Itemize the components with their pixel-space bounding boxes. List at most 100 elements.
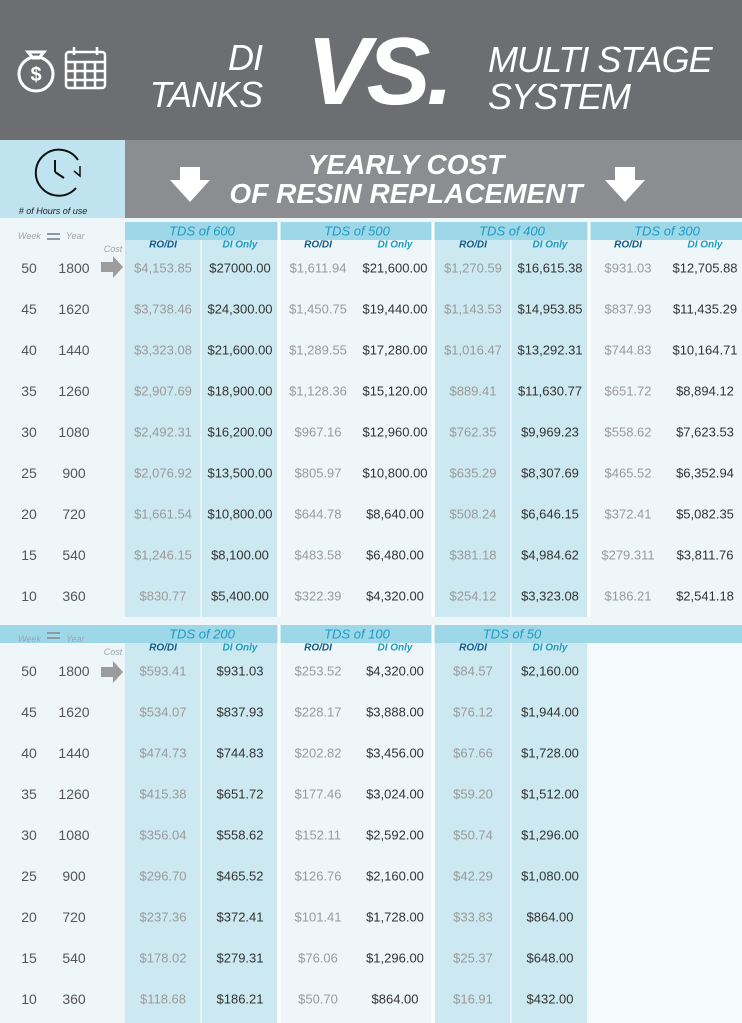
week: 10 xyxy=(21,588,37,604)
cost-cell: $16,200.00 xyxy=(207,424,273,440)
cost-cell: $50.70 xyxy=(298,991,338,1007)
cost-cell: $126.76 xyxy=(294,868,342,884)
cost-cell: $837.93 xyxy=(604,301,652,317)
column-header: RO/DI xyxy=(614,239,642,251)
cost-cell: $8,640.00 xyxy=(366,506,424,522)
cost-cell: $322.39 xyxy=(294,588,342,604)
cost-cell: $864.00 xyxy=(371,991,419,1007)
cost-cell: $10,164.71 xyxy=(672,342,738,358)
week: 40 xyxy=(21,745,37,761)
year: 540 xyxy=(62,950,86,966)
cost-cell: $1,611.94 xyxy=(289,260,347,276)
cost-cell: $762.35 xyxy=(449,424,497,440)
cost-cell: $651.72 xyxy=(216,786,264,802)
cost-cell: $1,270.59 xyxy=(444,260,502,276)
cost-cell: $1,128.36 xyxy=(289,383,347,399)
week: 40 xyxy=(21,342,37,358)
hours-box xyxy=(0,140,125,218)
cost-cell: $465.52 xyxy=(216,868,264,884)
year: 1800 xyxy=(58,260,90,276)
cost-cell: $593.41 xyxy=(139,663,187,679)
clock-icon xyxy=(34,148,81,197)
cost-cell: $1,289.55 xyxy=(289,342,347,358)
cost-cell: $508.24 xyxy=(449,506,497,522)
group-title: TDS of 400 xyxy=(479,223,545,239)
cost-cell: $356.04 xyxy=(139,827,187,843)
cost-cell: $13,292.31 xyxy=(517,342,583,358)
cost-cell: $6,352.94 xyxy=(676,465,734,481)
cost-cell: $1,080.00 xyxy=(521,868,579,884)
year: 1080 xyxy=(58,827,90,843)
header-bg xyxy=(0,0,742,140)
cost-cell: $10,800.00 xyxy=(362,465,428,481)
cost-cell: $2,160.00 xyxy=(366,868,424,884)
cost-cell: $152.11 xyxy=(294,827,342,843)
cost-arrow xyxy=(101,661,123,683)
group-title: TDS of 200 xyxy=(169,626,235,642)
cost-cell: $12,705.88 xyxy=(672,260,738,276)
equals-sign xyxy=(47,632,60,639)
cost-cell: $7,623.53 xyxy=(676,424,734,440)
cost-cell: $25.37 xyxy=(453,950,493,966)
cost-cell: $2,492.31 xyxy=(134,424,192,440)
cost-cell: $8,100.00 xyxy=(211,547,269,563)
week: 20 xyxy=(21,909,37,925)
year: 720 xyxy=(62,909,86,925)
column-header: RO/DI xyxy=(149,239,177,251)
cost-cell: $202.82 xyxy=(294,745,342,761)
hours-label: # of Hours of use xyxy=(18,206,88,216)
cost-cell: $744.83 xyxy=(216,745,264,761)
cost-cell: $4,984.62 xyxy=(521,547,579,563)
cost-cell: $651.72 xyxy=(604,383,652,399)
year-label: Year xyxy=(66,231,85,241)
cost-cell: $483.58 xyxy=(294,547,342,563)
cost-cell: $118.68 xyxy=(139,991,187,1007)
column-header: RO/DI xyxy=(459,239,487,251)
cost-cell: $1,016.47 xyxy=(444,342,502,358)
cost-cell: $931.03 xyxy=(604,260,652,276)
cost-cell: $84.57 xyxy=(453,663,493,679)
cost-cell: $1,728.00 xyxy=(521,745,579,761)
cost-cell: $558.62 xyxy=(216,827,264,843)
calendar-icon xyxy=(64,47,107,90)
column-header: DI Only xyxy=(222,642,258,654)
week: 15 xyxy=(21,950,37,966)
week: 30 xyxy=(21,827,37,843)
cost-cell: $3,323.08 xyxy=(134,342,192,358)
cost-cell: $805.97 xyxy=(294,465,342,481)
week: 25 xyxy=(21,465,37,481)
cost-cell: $465.52 xyxy=(604,465,652,481)
group-bar xyxy=(0,625,742,643)
column-header: RO/DI xyxy=(304,239,332,251)
cost-cell: $14,953.85 xyxy=(517,301,583,317)
cost-cell: $6,646.15 xyxy=(521,506,579,522)
header-left: DI xyxy=(228,37,263,78)
cost-cell: $2,592.00 xyxy=(366,827,424,843)
cost-cell: $12,960.00 xyxy=(362,424,428,440)
cost-cell: $6,480.00 xyxy=(366,547,424,563)
cost-cell: $837.93 xyxy=(216,704,264,720)
cost-cell: $9,969.23 xyxy=(521,424,579,440)
banner-bg xyxy=(125,140,742,218)
cost-cell: $21,600.00 xyxy=(207,342,273,358)
group-title: TDS of 300 xyxy=(634,223,700,239)
column-header: DI Only xyxy=(377,642,413,654)
cost-cell: $1,661.54 xyxy=(134,506,192,522)
cost-cell: $279.31 xyxy=(216,950,264,966)
year: 360 xyxy=(62,588,86,604)
week-label: Week xyxy=(18,231,41,241)
column-header: RO/DI xyxy=(149,642,177,654)
cost-cell: $381.18 xyxy=(449,547,497,563)
money-bag-icon: $ xyxy=(17,50,55,93)
empty-area xyxy=(589,643,742,1023)
cost-cell: $744.83 xyxy=(604,342,652,358)
group-title: TDS of 50 xyxy=(482,626,542,642)
header-right: MULTI STAGE xyxy=(488,39,713,80)
cost-cell: $18,900.00 xyxy=(207,383,273,399)
cost-cell: $3,323.08 xyxy=(521,588,579,604)
cost-label: Cost xyxy=(103,647,123,657)
cost-cell: $4,320.00 xyxy=(366,588,424,604)
cost-cell: $534.07 xyxy=(139,704,187,720)
cost-cell: $2,160.00 xyxy=(521,663,579,679)
